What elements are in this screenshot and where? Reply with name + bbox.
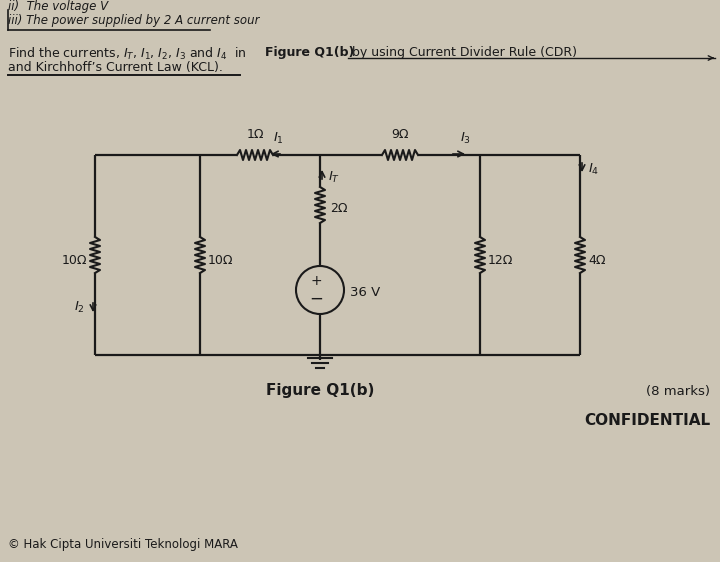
- Text: © Hak Cipta Universiti Teknologi MARA: © Hak Cipta Universiti Teknologi MARA: [8, 538, 238, 551]
- Text: 10Ω: 10Ω: [61, 253, 87, 266]
- Text: Figure Q1(b): Figure Q1(b): [265, 46, 354, 59]
- Text: Find the currents, $I_T$, $I_1$, $I_2$, $I_3$ and $I_4$  in: Find the currents, $I_T$, $I_1$, $I_2$, …: [8, 46, 248, 62]
- Text: Figure Q1(b): Figure Q1(b): [266, 383, 374, 398]
- Text: −: −: [309, 290, 323, 308]
- Text: $I_2$: $I_2$: [74, 300, 85, 315]
- Text: $I_1$: $I_1$: [273, 131, 284, 146]
- Text: iii) The power supplied by 2 A current sour: iii) The power supplied by 2 A current s…: [8, 14, 259, 27]
- Text: CONFIDENTIAL: CONFIDENTIAL: [584, 413, 710, 428]
- Text: 10Ω: 10Ω: [208, 253, 233, 266]
- Text: $I_4$: $I_4$: [588, 161, 599, 176]
- Text: (8 marks): (8 marks): [646, 385, 710, 398]
- Text: $I_T$: $I_T$: [328, 170, 340, 184]
- Text: by using Current Divider Rule (CDR): by using Current Divider Rule (CDR): [348, 46, 577, 59]
- Text: 1Ω: 1Ω: [246, 128, 264, 141]
- Text: 2Ω: 2Ω: [330, 202, 348, 215]
- Text: and Kirchhoff’s Current Law (KCL).: and Kirchhoff’s Current Law (KCL).: [8, 61, 223, 74]
- Text: 4Ω: 4Ω: [588, 253, 606, 266]
- Text: 12Ω: 12Ω: [488, 253, 513, 266]
- Text: +: +: [310, 274, 322, 288]
- Text: ii)  The voltage V: ii) The voltage V: [8, 0, 108, 13]
- Text: $I_3$: $I_3$: [460, 131, 471, 146]
- Text: 36 V: 36 V: [350, 285, 380, 298]
- Text: 9Ω: 9Ω: [391, 128, 409, 141]
